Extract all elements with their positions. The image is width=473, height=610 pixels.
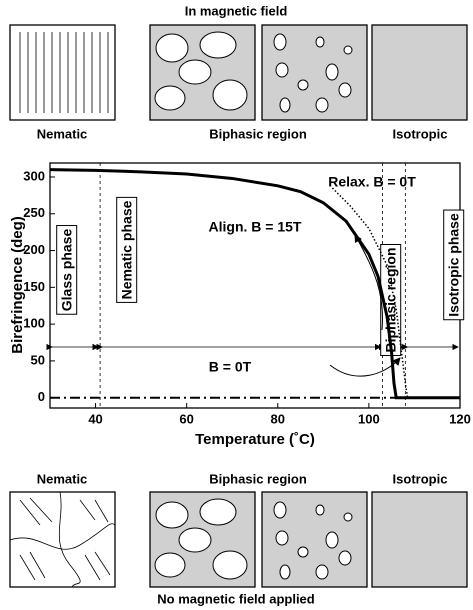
bottom-panels <box>9 491 468 588</box>
top-panels <box>9 24 468 121</box>
y-tick-label: 100 <box>23 316 45 331</box>
region-arrows <box>329 234 401 377</box>
bottom-title: No magnetic field applied <box>157 591 315 606</box>
y-tick-label: 250 <box>23 205 45 220</box>
x-axis-label: Temperature (˚C) <box>195 431 315 448</box>
phase-label-box <box>116 196 138 303</box>
plot: 40 60 80 100 120 0 50 100 150 200 250 300 Glass phas… <box>23 163 471 426</box>
y-tick-label: 300 <box>23 168 45 183</box>
series-label: Align. B = 15T <box>209 219 302 235</box>
x-tick-label: 80 <box>271 411 285 426</box>
bottom-label: Nematic <box>37 471 88 486</box>
phase-label-box <box>56 225 78 315</box>
x-tick-label: 40 <box>88 411 102 426</box>
bottom-label: Biphasic region <box>209 471 307 486</box>
top-title: In magnetic field <box>185 3 288 18</box>
y-tick-label: 0 <box>38 389 45 404</box>
phase-label-box <box>443 209 465 321</box>
top-label: Isotropic <box>393 126 448 141</box>
phase-label: Biphasic region <box>383 247 399 352</box>
x-tick-label: 60 <box>179 411 193 426</box>
top-label: Biphasic region <box>209 126 307 141</box>
series-label: B = 0T <box>209 359 252 375</box>
y-axis-label: Birefringence (deg) <box>9 216 26 354</box>
y-tick-label: 150 <box>23 279 45 294</box>
phase-label: Isotropic phase <box>446 213 462 317</box>
series-line <box>49 168 460 400</box>
series-label: Relax. B = 0T <box>328 174 416 190</box>
x-tick-label: 100 <box>358 411 380 426</box>
phase-label: Nematic phase <box>119 200 135 299</box>
y-tick-label: 50 <box>31 352 45 367</box>
phase-label: Glass phase <box>59 229 75 312</box>
x-tick-label: 120 <box>449 411 471 426</box>
bottom-label: Isotropic <box>393 471 448 486</box>
top-label: Nematic <box>37 126 88 141</box>
y-tick-label: 200 <box>23 242 45 257</box>
